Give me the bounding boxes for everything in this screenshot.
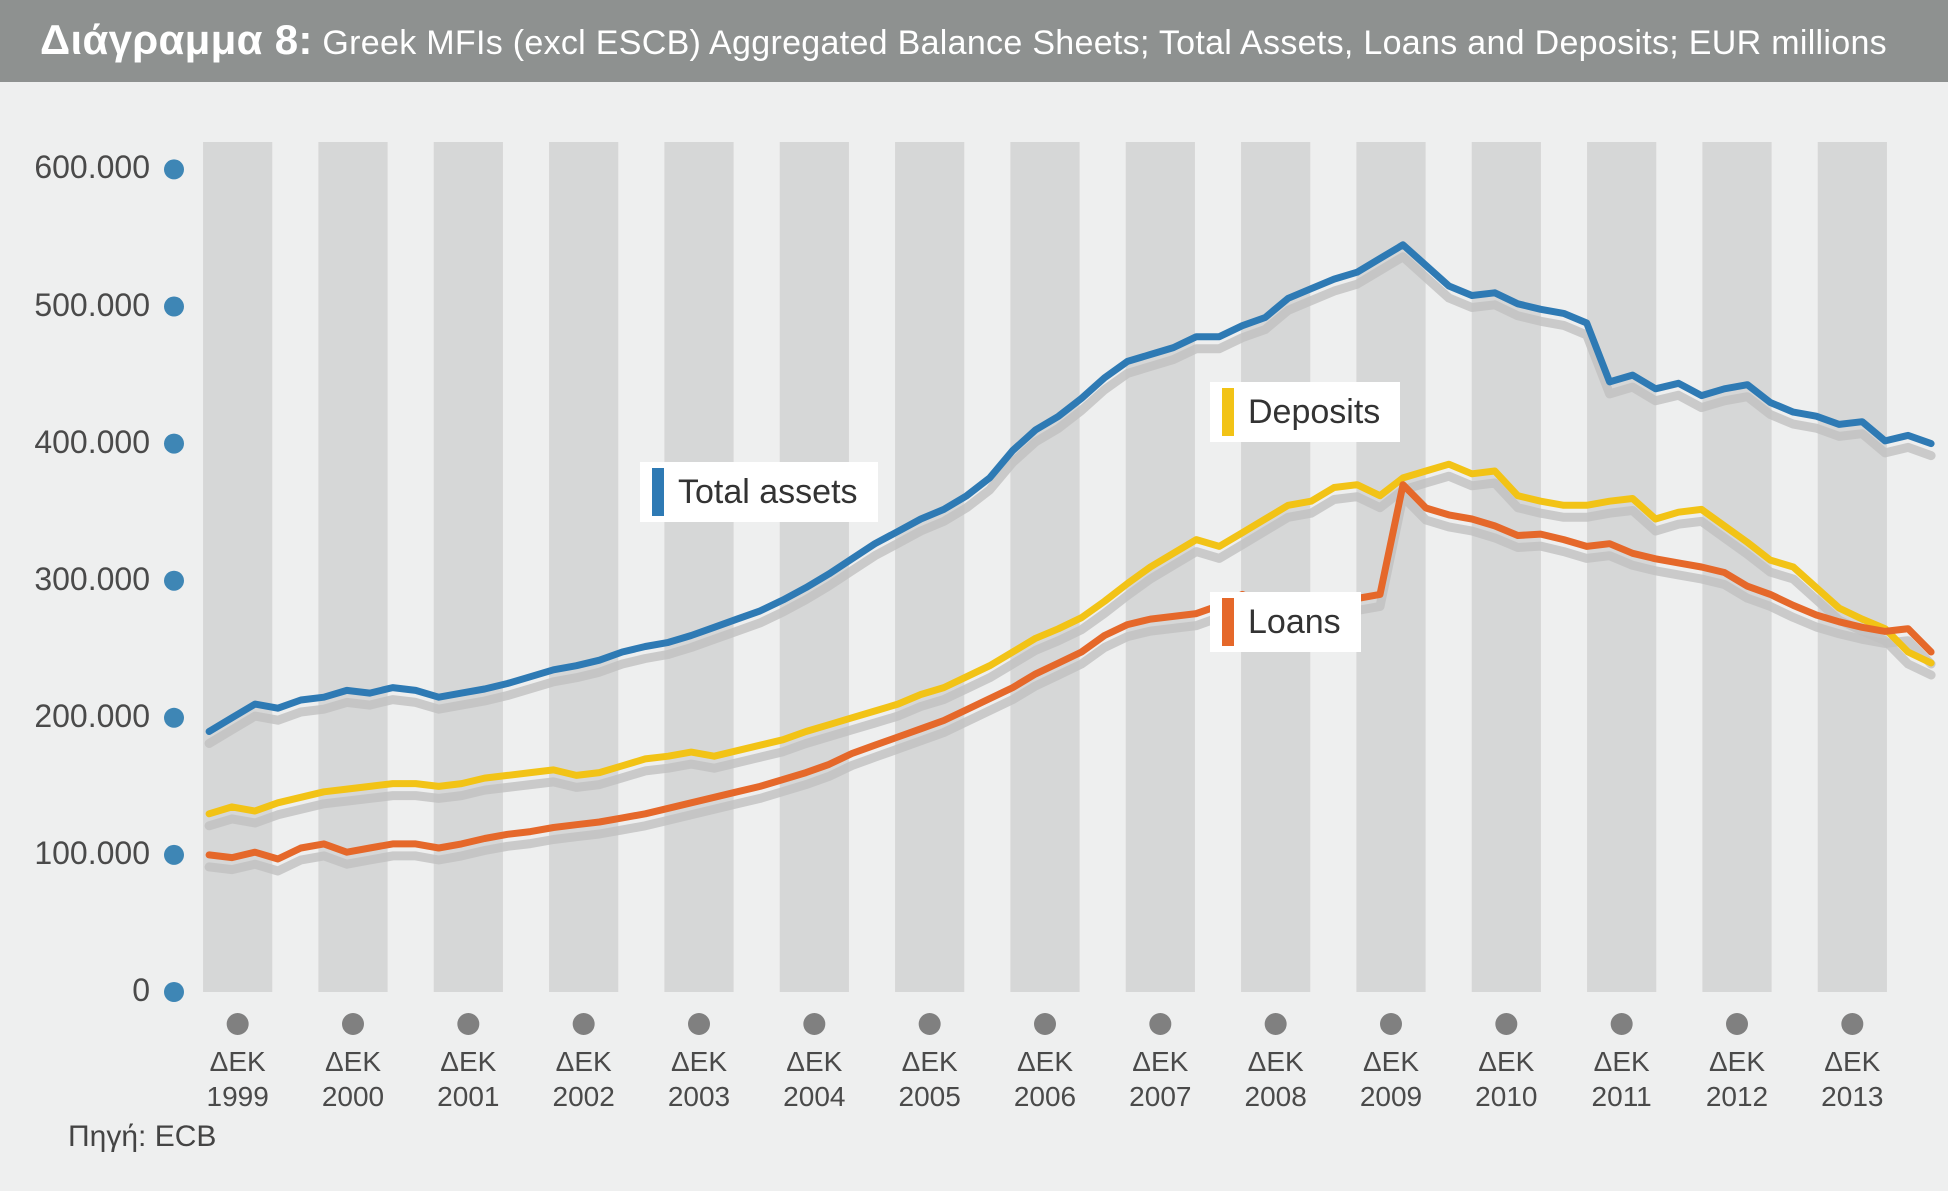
ytick-label: 200.000 bbox=[10, 698, 150, 735]
xtick-dot bbox=[573, 1013, 595, 1035]
xtick-label: ΔEK2012 bbox=[1692, 1044, 1782, 1114]
xtick-dot bbox=[1265, 1013, 1287, 1035]
xtick-label: ΔEK2003 bbox=[654, 1044, 744, 1114]
xtick-dot bbox=[342, 1013, 364, 1035]
xtick-label: ΔEK2004 bbox=[769, 1044, 859, 1114]
series-swatch-deposits bbox=[1222, 388, 1234, 436]
plot-band bbox=[434, 142, 503, 992]
xtick-dot bbox=[227, 1013, 249, 1035]
plot-band bbox=[1241, 142, 1310, 992]
series-label-loans: Loans bbox=[1210, 592, 1361, 652]
xtick-label: ΔEK2002 bbox=[539, 1044, 629, 1114]
xtick-dot bbox=[1726, 1013, 1748, 1035]
chart-title-rest: Greek MFIs (excl ESCB) Aggregated Balanc… bbox=[313, 24, 1887, 62]
xtick-label: ΔEK2007 bbox=[1115, 1044, 1205, 1114]
xtick-dot bbox=[1380, 1013, 1402, 1035]
xtick-dot bbox=[919, 1013, 941, 1035]
series-label-text-loans: Loans bbox=[1248, 603, 1341, 642]
ytick-label: 0 bbox=[10, 972, 150, 1009]
xtick-label: ΔEK2009 bbox=[1346, 1044, 1436, 1114]
chart-source: Πηγή: ECB bbox=[68, 1120, 216, 1154]
xtick-dot bbox=[688, 1013, 710, 1035]
xtick-label: ΔEK2011 bbox=[1577, 1044, 1667, 1114]
xtick-label: ΔEK1999 bbox=[193, 1044, 283, 1114]
chart-svg bbox=[0, 82, 1948, 1172]
xtick-dot bbox=[803, 1013, 825, 1035]
series-swatch-total_assets bbox=[652, 468, 664, 516]
series-label-total_assets: Total assets bbox=[640, 462, 878, 522]
ytick-dot bbox=[164, 982, 184, 1002]
xtick-dot bbox=[1495, 1013, 1517, 1035]
chart-title-prefix: Διάγραμμα 8: bbox=[40, 16, 313, 63]
ytick-label: 300.000 bbox=[10, 561, 150, 598]
chart-area: Πηγή: ECB 0 100.000 200.000 300.000 400.000 5… bbox=[0, 82, 1948, 1172]
xtick-dot bbox=[457, 1013, 479, 1035]
ytick-dot bbox=[164, 434, 184, 454]
plot-band bbox=[1472, 142, 1541, 992]
ytick-dot bbox=[164, 708, 184, 728]
xtick-label: ΔEK2010 bbox=[1461, 1044, 1551, 1114]
plot-band bbox=[1126, 142, 1195, 992]
xtick-label: ΔEK2001 bbox=[423, 1044, 513, 1114]
series-label-deposits: Deposits bbox=[1210, 382, 1400, 442]
xtick-label: ΔEK2008 bbox=[1231, 1044, 1321, 1114]
plot-band bbox=[549, 142, 618, 992]
ytick-dot bbox=[164, 297, 184, 317]
plot-band bbox=[895, 142, 964, 992]
xtick-dot bbox=[1149, 1013, 1171, 1035]
ytick-label: 500.000 bbox=[10, 287, 150, 324]
ytick-label: 400.000 bbox=[10, 424, 150, 461]
ytick-dot bbox=[164, 159, 184, 179]
chart-title-bar: Διάγραμμα 8: Greek MFIs (excl ESCB) Aggr… bbox=[0, 0, 1948, 82]
series-label-text-total_assets: Total assets bbox=[678, 473, 858, 512]
ytick-dot bbox=[164, 571, 184, 591]
plot-band bbox=[1010, 142, 1079, 992]
xtick-dot bbox=[1034, 1013, 1056, 1035]
xtick-label: ΔEK2005 bbox=[885, 1044, 975, 1114]
plot-band bbox=[1818, 142, 1887, 992]
xtick-label: ΔEK2013 bbox=[1807, 1044, 1897, 1114]
plot-band bbox=[664, 142, 733, 992]
xtick-dot bbox=[1611, 1013, 1633, 1035]
series-label-text-deposits: Deposits bbox=[1248, 393, 1380, 432]
series-swatch-loans bbox=[1222, 598, 1234, 646]
ytick-dot bbox=[164, 845, 184, 865]
xtick-label: ΔEK2006 bbox=[1000, 1044, 1090, 1114]
ytick-label: 600.000 bbox=[10, 149, 150, 186]
xtick-dot bbox=[1841, 1013, 1863, 1035]
ytick-label: 100.000 bbox=[10, 835, 150, 872]
xtick-label: ΔEK2000 bbox=[308, 1044, 398, 1114]
